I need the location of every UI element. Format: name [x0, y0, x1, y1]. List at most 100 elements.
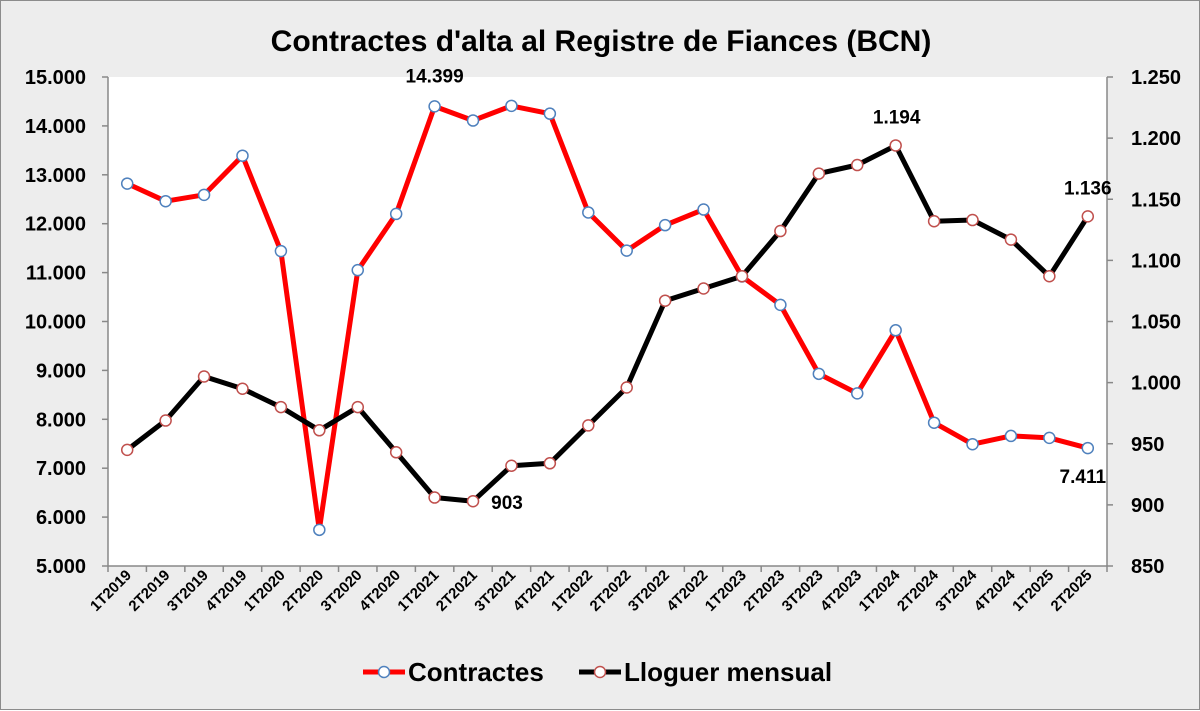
x-category-label: 2T2019	[125, 567, 173, 615]
y-left-tick-label: 12.000	[25, 214, 86, 236]
y-right-tick-label: 900	[1131, 495, 1164, 517]
x-category-label: 1T2023	[702, 567, 750, 615]
data-point-0	[543, 107, 557, 120]
legend-label-1: Lloguer mensual	[624, 657, 832, 687]
y-left-tick-label: 10.000	[25, 312, 86, 334]
data-point-1	[428, 491, 441, 504]
data-point-0	[582, 206, 595, 219]
data-point-1	[735, 270, 749, 283]
data-point-0	[236, 149, 249, 162]
data-point-1	[159, 414, 172, 427]
x-category-label: 2T2023	[740, 567, 788, 615]
data-point-0	[428, 100, 441, 113]
data-point-1	[658, 294, 672, 307]
x-category-label: 4T2019	[202, 567, 250, 615]
x-category-label: 2T2020	[279, 567, 327, 615]
y-left-tick-label: 15.000	[25, 67, 86, 89]
data-point-1	[543, 457, 557, 470]
x-category-label: 3T2024	[932, 566, 980, 614]
y-left-tick-label: 7.000	[36, 458, 86, 480]
y-right-tick-label: 1.250	[1131, 67, 1181, 89]
x-category-label: 3T2023	[779, 567, 827, 615]
legend: Contractes Lloguer mensual	[363, 657, 832, 687]
x-category-label: 3T2021	[471, 567, 519, 615]
y-right-tick-label: 850	[1131, 556, 1164, 578]
x-category-label: 3T2020	[318, 567, 366, 615]
data-point-0	[1081, 441, 1095, 455]
data-point-0	[351, 263, 364, 277]
data-point-0	[159, 194, 172, 208]
series-line-0	[126, 103, 1089, 533]
x-category-label: 1T2025	[1009, 567, 1057, 615]
data-point-1	[620, 381, 633, 394]
x-category-label: 2T2022	[587, 567, 635, 615]
x-category-label: 4T2024	[971, 566, 1019, 614]
y-left-tick-label: 6.000	[36, 507, 86, 529]
data-point-0	[889, 324, 902, 337]
data-point-1	[582, 419, 595, 432]
data-point-1	[889, 139, 902, 152]
x-category-label: 3T2022	[625, 567, 673, 615]
data-point-0	[274, 244, 288, 258]
x-category-label: 2T2024	[894, 566, 942, 614]
plot-background	[108, 77, 1107, 566]
y-left-tick-label: 9.000	[36, 360, 86, 382]
y-right-tick-label: 1.050	[1131, 312, 1181, 334]
data-point-0	[851, 387, 864, 400]
data-point-0	[505, 99, 518, 113]
data-point-0	[697, 203, 710, 216]
x-category-label: 4T2023	[817, 567, 865, 615]
x-category-label: 2T2025	[1048, 567, 1096, 615]
y-left-tick-label: 13.000	[25, 165, 86, 187]
y-right-tick-label: 1.200	[1131, 128, 1181, 150]
data-point-1	[812, 167, 826, 180]
data-label: 903	[491, 493, 523, 514]
x-category-label: 1T2019	[87, 567, 135, 615]
y-left-tick-label: 11.000	[26, 263, 86, 285]
x-category-label: 3T2019	[164, 567, 212, 615]
data-point-0	[197, 188, 211, 202]
data-label: 14.399	[406, 66, 464, 87]
data-point-1	[236, 382, 249, 395]
data-point-0	[966, 437, 979, 451]
data-point-0	[389, 207, 403, 221]
data-point-0	[1004, 429, 1018, 443]
data-point-0	[812, 367, 826, 381]
x-category-label: 2T2021	[433, 567, 481, 615]
y-left-tick-label: 14.000	[25, 116, 86, 138]
x-category-label: 4T2021	[510, 567, 558, 615]
data-label: 1.194	[873, 107, 921, 128]
x-category-label: 1T2021	[394, 567, 442, 615]
data-point-0	[466, 114, 480, 127]
data-point-1	[1081, 210, 1095, 223]
y-right-tick-label: 1.150	[1131, 189, 1181, 211]
data-label: 1.136	[1064, 178, 1112, 199]
data-point-0	[658, 218, 672, 232]
data-point-0	[1043, 431, 1056, 445]
data-point-1	[697, 282, 710, 295]
y-right-tick-label: 1.100	[1131, 250, 1181, 272]
x-category-label: 1T2022	[548, 567, 596, 615]
data-point-0	[620, 244, 633, 257]
data-point-1	[197, 370, 211, 383]
data-point-1	[1043, 270, 1056, 283]
y-left-tick-label: 8.000	[36, 409, 86, 431]
data-point-1	[505, 459, 518, 473]
data-point-1	[966, 213, 979, 227]
data-point-1	[313, 424, 326, 437]
x-category-label: 4T2022	[663, 567, 711, 615]
x-category-label: 1T2024	[856, 566, 904, 614]
data-point-1	[120, 443, 134, 457]
data-point-0	[313, 523, 326, 537]
legend-label-0: Contractes	[408, 657, 544, 687]
data-point-1	[774, 224, 787, 238]
data-point-1	[1004, 233, 1018, 246]
y-right-tick-label: 1.000	[1131, 373, 1181, 395]
data-point-0	[774, 298, 787, 312]
legend-marker-0	[377, 665, 391, 679]
data-point-1	[851, 158, 864, 172]
y-left-tick-label: 5.000	[36, 556, 86, 578]
chart-title: Contractes d'alta al Registre de Fiances…	[271, 25, 932, 58]
